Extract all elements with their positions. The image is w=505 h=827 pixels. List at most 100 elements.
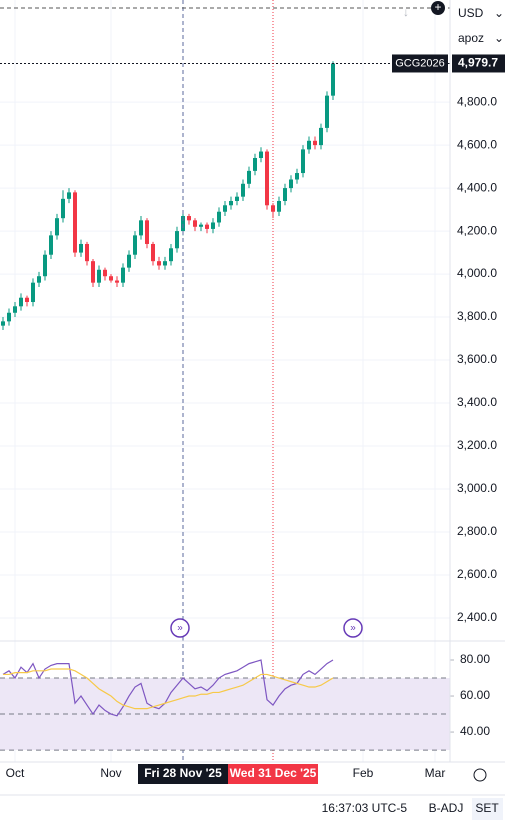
symbol-tag	[392, 54, 448, 73]
candle-body	[277, 200, 281, 212]
candle-body	[169, 248, 173, 262]
x-tick-label: Fri 28 Nov '25	[144, 766, 222, 780]
candle-body	[163, 261, 167, 266]
candle-body	[79, 243, 83, 253]
chevron: ⌄	[494, 6, 504, 20]
candle-body	[43, 254, 47, 277]
candle-body	[139, 220, 143, 236]
y-tick-label: 3,400.0	[457, 395, 497, 409]
candle-body	[253, 157, 257, 171]
candle-body	[307, 140, 311, 150]
adjust-button[interactable]: apoz ⌄	[458, 31, 504, 45]
candle-body	[37, 276, 41, 283]
candle-body	[223, 205, 227, 212]
date-tag	[228, 764, 318, 784]
candle-body	[205, 224, 209, 229]
svg-text:»: »	[350, 623, 356, 634]
candle-body	[247, 170, 251, 184]
y-tick-label: 3,600.0	[457, 352, 497, 366]
y-tick-label: 3,200.0	[457, 438, 497, 452]
currency[interactable]: USD	[458, 6, 484, 20]
y-tick-label: 60.00	[460, 688, 490, 702]
plus-icon: +	[434, 0, 441, 14]
x-tick-label: Oct	[6, 766, 25, 780]
candle-body	[133, 235, 137, 255]
candle-body	[49, 235, 53, 255]
rsi-line	[2, 659, 334, 717]
candle-body	[331, 63, 335, 96]
session-button[interactable]: SET	[475, 801, 499, 815]
candle-body	[97, 269, 101, 283]
candle-body	[187, 216, 191, 221]
candle-body	[229, 200, 233, 206]
candle-body	[19, 297, 23, 307]
candle-body	[13, 306, 17, 313]
x-tick-label: Mar	[425, 766, 446, 780]
candle-body	[181, 216, 185, 232]
x-tick-label: Feb	[353, 766, 374, 780]
y-tick-label: 80.00	[460, 652, 490, 666]
candle-body	[301, 149, 305, 174]
candle-body	[25, 297, 29, 303]
candle-body	[193, 220, 197, 227]
price-tag	[452, 54, 505, 73]
candle-body	[283, 188, 287, 201]
y-tick-label: 4,000.0	[457, 266, 497, 280]
x-tick-label: Nov	[100, 766, 121, 780]
currency-button[interactable]: USD ⌄	[452, 3, 504, 25]
settings-icon[interactable]	[473, 768, 487, 782]
y-tick-label: 3,800.0	[457, 309, 497, 323]
candle-body	[55, 218, 59, 236]
candle-body	[217, 211, 221, 223]
candle-body	[127, 254, 131, 268]
candle-body	[61, 198, 65, 219]
download-icon[interactable]: ↓	[403, 5, 409, 19]
candle-body	[151, 243, 155, 262]
last-price-label: 4,979.7	[458, 56, 498, 70]
candle-body	[103, 269, 107, 277]
candle-body	[145, 220, 149, 244]
candle-body	[115, 280, 119, 283]
candle-body	[211, 222, 215, 229]
candle-body	[67, 192, 71, 199]
y-tick-label: 3,000.0	[457, 481, 497, 495]
badj-button[interactable]: B-ADJ	[429, 801, 464, 815]
candle-body	[265, 151, 269, 206]
candle-body	[1, 321, 5, 326]
y-tick-label: 4,800.0	[457, 94, 497, 108]
date-tag	[138, 764, 228, 784]
candle-body	[85, 243, 89, 262]
y-tick-label: 2,800.0	[457, 524, 497, 538]
chevron: ⌄	[494, 31, 504, 45]
candle-body	[199, 224, 203, 227]
svg-text:»: »	[177, 623, 183, 634]
button-bg[interactable]	[452, 3, 503, 25]
candle-body	[109, 276, 113, 281]
candle-body	[235, 196, 239, 201]
y-tick-label: 4,200.0	[457, 223, 497, 237]
y-tick-label: 4,400.0	[457, 180, 497, 194]
jump-button[interactable]: »	[343, 618, 363, 638]
candle-body	[241, 183, 245, 197]
adjustment[interactable]: apoz	[458, 31, 484, 45]
candle-body	[325, 95, 329, 128]
add-button[interactable]	[431, 1, 445, 15]
candle-body	[295, 173, 299, 180]
candle-body	[313, 140, 317, 146]
candle-body	[271, 205, 275, 212]
candle-body	[157, 261, 161, 266]
y-tick-label: 40.00	[460, 724, 490, 738]
candle-body	[259, 151, 263, 158]
jump-button[interactable]: »	[170, 618, 190, 638]
rsi-line	[3, 668, 334, 710]
candle-body	[7, 312, 11, 322]
candle-body	[319, 127, 323, 146]
y-tick-label: 2,600.0	[457, 567, 497, 581]
price-pane: 2,400.0 2,600.0 2,800.0 3,000.0 3,200.0 3,400…	[0, 0, 505, 784]
candle-body	[121, 267, 125, 283]
candle-body	[91, 261, 95, 283]
candle-body	[289, 179, 293, 189]
session-bg[interactable]	[472, 798, 503, 820]
clock: 16:37:03 UTC-5	[322, 801, 408, 815]
